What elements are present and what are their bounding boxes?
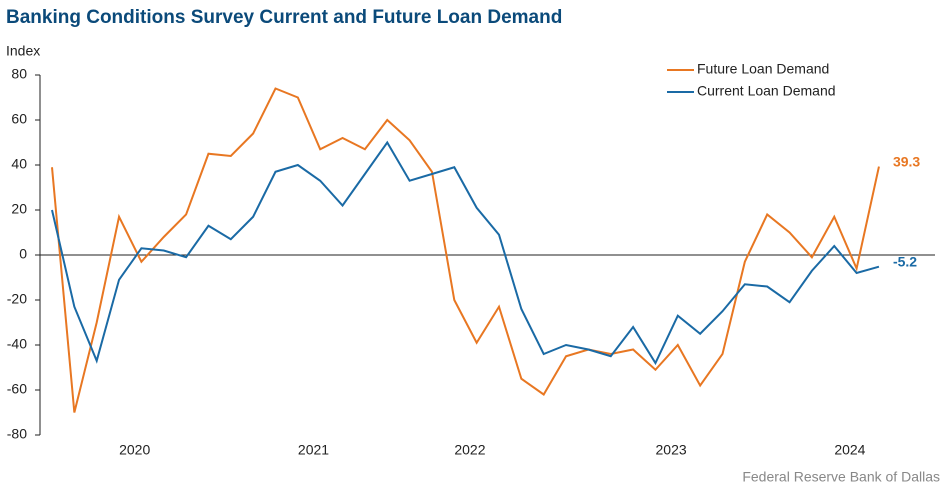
end-label: 39.3 — [893, 153, 920, 169]
end-label: -5.2 — [893, 253, 917, 269]
y-axis-label: Index — [6, 43, 40, 59]
series-line — [51, 140, 880, 366]
y-tick-label: 0 — [19, 246, 27, 262]
source: Federal Reserve Bank of Dallas — [742, 469, 940, 485]
chart-title: Banking Conditions Survey Current and Fu… — [6, 7, 562, 28]
y-tick-label: 40 — [11, 156, 27, 172]
series-line — [51, 87, 880, 413]
x-tick-label: 2022 — [454, 442, 485, 458]
y-tick-label: -20 — [7, 291, 27, 307]
y-tick-label: -60 — [7, 381, 27, 397]
y-tick-label: 80 — [11, 66, 27, 82]
legend-label: Current Loan Demand — [697, 83, 836, 99]
y-tick-label: 60 — [11, 111, 27, 127]
x-tick-label: 2021 — [298, 442, 329, 458]
y-tick-label: -80 — [7, 426, 27, 442]
y-tick-label: -40 — [7, 336, 27, 352]
y-tick-label: 20 — [11, 201, 27, 217]
legend-label: Future Loan Demand — [697, 61, 829, 77]
x-tick-label: 2023 — [656, 442, 687, 458]
x-tick-label: 2024 — [834, 442, 865, 458]
x-tick-label: 2020 — [119, 442, 150, 458]
